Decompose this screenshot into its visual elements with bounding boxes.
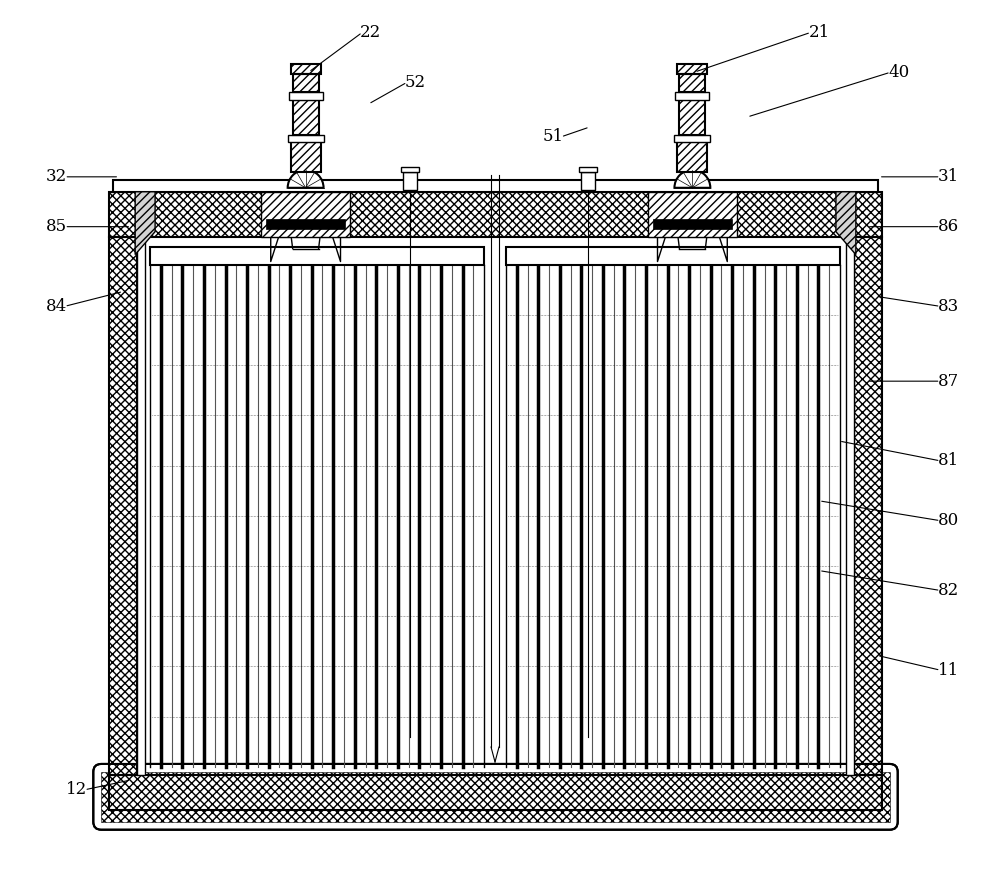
Text: 85: 85 (46, 218, 67, 235)
Bar (854, 237, 882, 775)
Bar (101, 772, 890, 821)
Text: 11: 11 (938, 662, 959, 679)
Bar (854, 237, 882, 775)
Bar (109, 237, 137, 775)
Text: 12: 12 (66, 781, 87, 799)
Bar (506, 246, 840, 265)
Bar (679, 74, 705, 92)
Bar (846, 192, 854, 237)
Text: 84: 84 (46, 298, 67, 315)
Bar (581, 172, 595, 190)
Bar (679, 100, 705, 135)
Bar (261, 192, 350, 237)
Bar (293, 100, 319, 135)
Bar (291, 142, 321, 172)
Bar (846, 237, 854, 775)
Bar (579, 167, 597, 172)
Bar (674, 135, 710, 142)
Bar (109, 192, 882, 237)
Wedge shape (288, 170, 324, 188)
Bar (293, 100, 319, 135)
Bar (675, 92, 709, 100)
Text: 87: 87 (938, 373, 959, 389)
Text: 80: 80 (938, 512, 959, 530)
Bar (648, 192, 737, 237)
Bar (291, 142, 321, 172)
Bar (288, 135, 324, 142)
Text: 21: 21 (808, 24, 830, 41)
Bar (653, 219, 732, 229)
Bar (150, 246, 484, 265)
Text: 82: 82 (938, 582, 959, 599)
Polygon shape (135, 192, 155, 254)
Bar (677, 142, 707, 172)
Bar (677, 142, 707, 172)
Bar (401, 167, 419, 172)
Bar (293, 74, 319, 92)
Bar (137, 192, 145, 237)
FancyBboxPatch shape (93, 764, 898, 830)
Bar (293, 74, 319, 92)
Bar (109, 237, 137, 775)
Bar (648, 192, 737, 237)
Bar (266, 219, 345, 229)
Bar (403, 172, 417, 190)
Text: 51: 51 (542, 128, 563, 145)
Text: 52: 52 (405, 74, 426, 91)
Bar (109, 775, 882, 810)
Bar (261, 192, 350, 237)
Text: 83: 83 (938, 298, 959, 315)
Text: 40: 40 (888, 64, 909, 81)
Text: 32: 32 (46, 168, 67, 186)
Bar (679, 100, 705, 135)
Text: 81: 81 (938, 452, 959, 469)
Wedge shape (674, 170, 710, 188)
Text: 22: 22 (360, 24, 381, 41)
Bar (137, 237, 145, 775)
Bar (113, 179, 878, 192)
Bar (677, 64, 707, 74)
Bar (109, 192, 882, 237)
Bar (109, 775, 882, 810)
Bar (289, 92, 323, 100)
Text: 31: 31 (938, 168, 959, 186)
Bar (677, 64, 707, 74)
Polygon shape (836, 192, 856, 254)
Bar (291, 64, 321, 74)
Bar (291, 64, 321, 74)
Text: 86: 86 (938, 218, 959, 235)
Bar (679, 74, 705, 92)
